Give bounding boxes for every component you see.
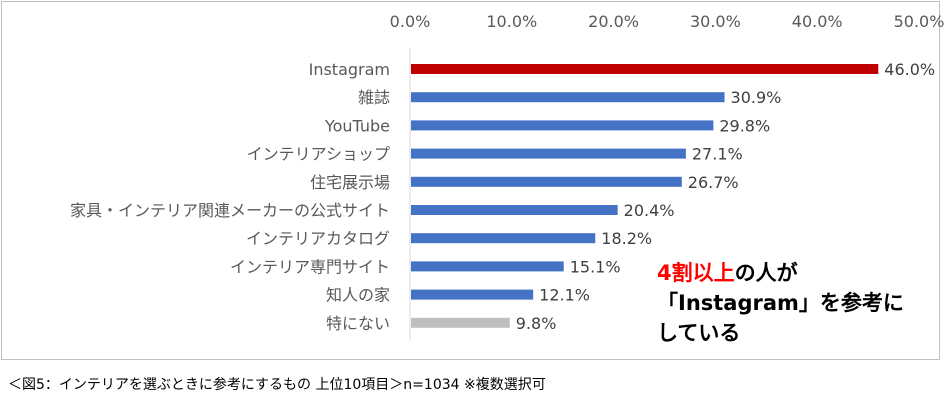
bar-chart: 0.0% 10.0% 20.0% 30.0% 40.0% 50.0% Instagram 46… [70,12,944,340]
annotation-line-1-rest: の人が [734,261,798,285]
bar [411,205,618,215]
value-label: 27.1% [692,145,743,164]
bar [411,92,725,103]
category-label: Instagram [309,60,390,79]
annotation-highlight: 4割以上 [657,261,735,285]
bar [411,261,564,272]
category-label: インテリア専門サイト [230,257,390,276]
category-label: 特にない [326,314,390,333]
bar [411,148,686,159]
bar [411,289,534,300]
category-label: YouTube [324,116,390,135]
value-label: 46.0% [884,60,935,79]
bar [411,64,879,74]
x-tick-label: 30.0% [690,12,741,31]
x-tick-label: 40.0% [792,12,843,31]
value-label: 20.4% [624,201,675,220]
bar [411,317,510,328]
x-tick-label: 10.0% [486,12,537,31]
value-label: 9.8% [516,314,557,333]
category-label: インテリアカタログ [246,229,390,248]
x-tick-label: 20.0% [588,12,639,31]
value-label: 30.9% [731,88,782,107]
value-label: 18.2% [601,229,652,248]
category-label: インテリアショップ [247,145,390,164]
annotation-line-1: 4割以上の人が [657,258,939,288]
category-label: 雑誌 [358,88,390,107]
x-tick-label: 50.0% [894,12,944,31]
category-label: 住宅展示場 [310,173,390,192]
category-label: 家具・インテリア関連メーカーの公式サイト [70,201,390,220]
value-label: 15.1% [570,257,621,276]
bar [411,176,682,187]
annotation-line-3: している [657,321,741,345]
annotation-line-2: 「Instagram」を参考に [657,291,904,315]
chart-annotation: 4割以上の人が 「Instagram」を参考に している [657,258,939,348]
figure-caption: ＜図5：インテリアを選ぶときに参考にするもの 上位10項目＞n=1034 ※複数… [8,377,546,393]
bar [411,233,596,244]
category-label: 知人の家 [326,286,390,305]
x-tick-label: 0.0% [390,12,431,31]
value-label: 26.7% [688,173,739,192]
bar [411,120,714,131]
value-label: 29.8% [719,116,770,135]
value-label: 12.1% [539,286,590,305]
